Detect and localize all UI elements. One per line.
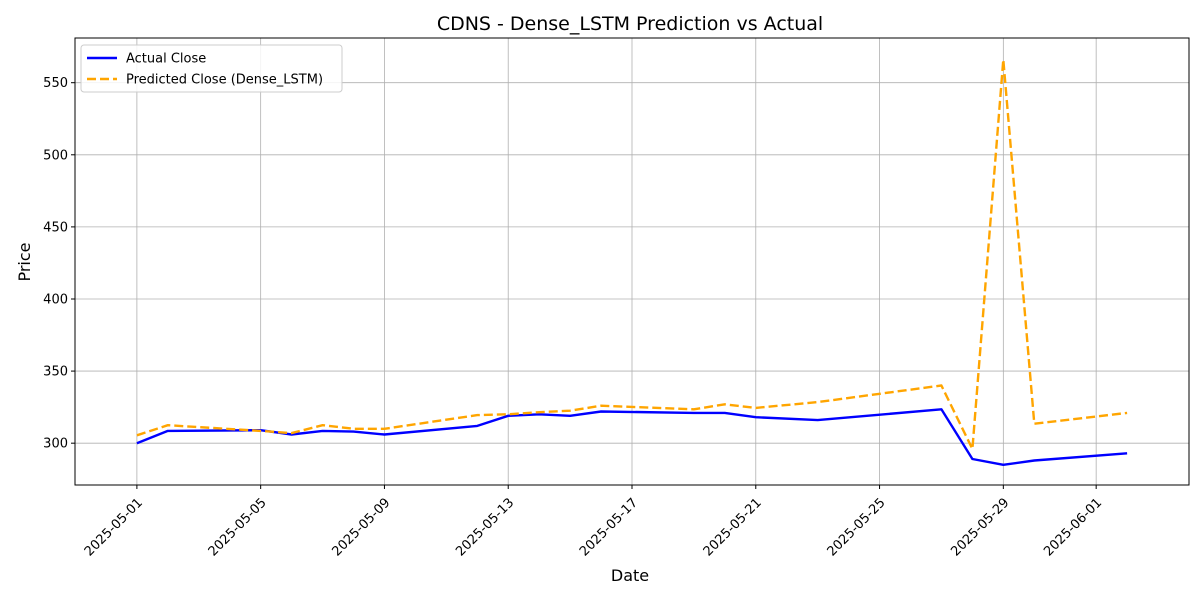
legend-label-1: Actual Close xyxy=(126,52,206,67)
y-tick-label: 550 xyxy=(43,76,68,91)
x-axis-title: Date xyxy=(611,566,649,585)
legend-box xyxy=(80,44,343,93)
chart-title: CDNS - Dense_LSTM Prediction vs Actual xyxy=(437,13,823,35)
series-line-2 xyxy=(136,58,1128,451)
grid xyxy=(75,38,1189,485)
y-tick-label: 350 xyxy=(43,365,68,380)
series-line-1 xyxy=(136,408,1128,466)
y-tick-label: 300 xyxy=(43,437,68,452)
series-layer xyxy=(136,58,1128,466)
y-tick-label: 500 xyxy=(43,148,68,163)
y-tick-label: 450 xyxy=(43,220,68,235)
legend-label-2: Predicted Close (Dense_LSTM) xyxy=(126,73,323,88)
y-axis-title: Price xyxy=(15,242,34,281)
legend: Actual Close Predicted Close (Dense_LSTM) xyxy=(80,44,343,93)
y-tick-label: 400 xyxy=(43,292,68,307)
